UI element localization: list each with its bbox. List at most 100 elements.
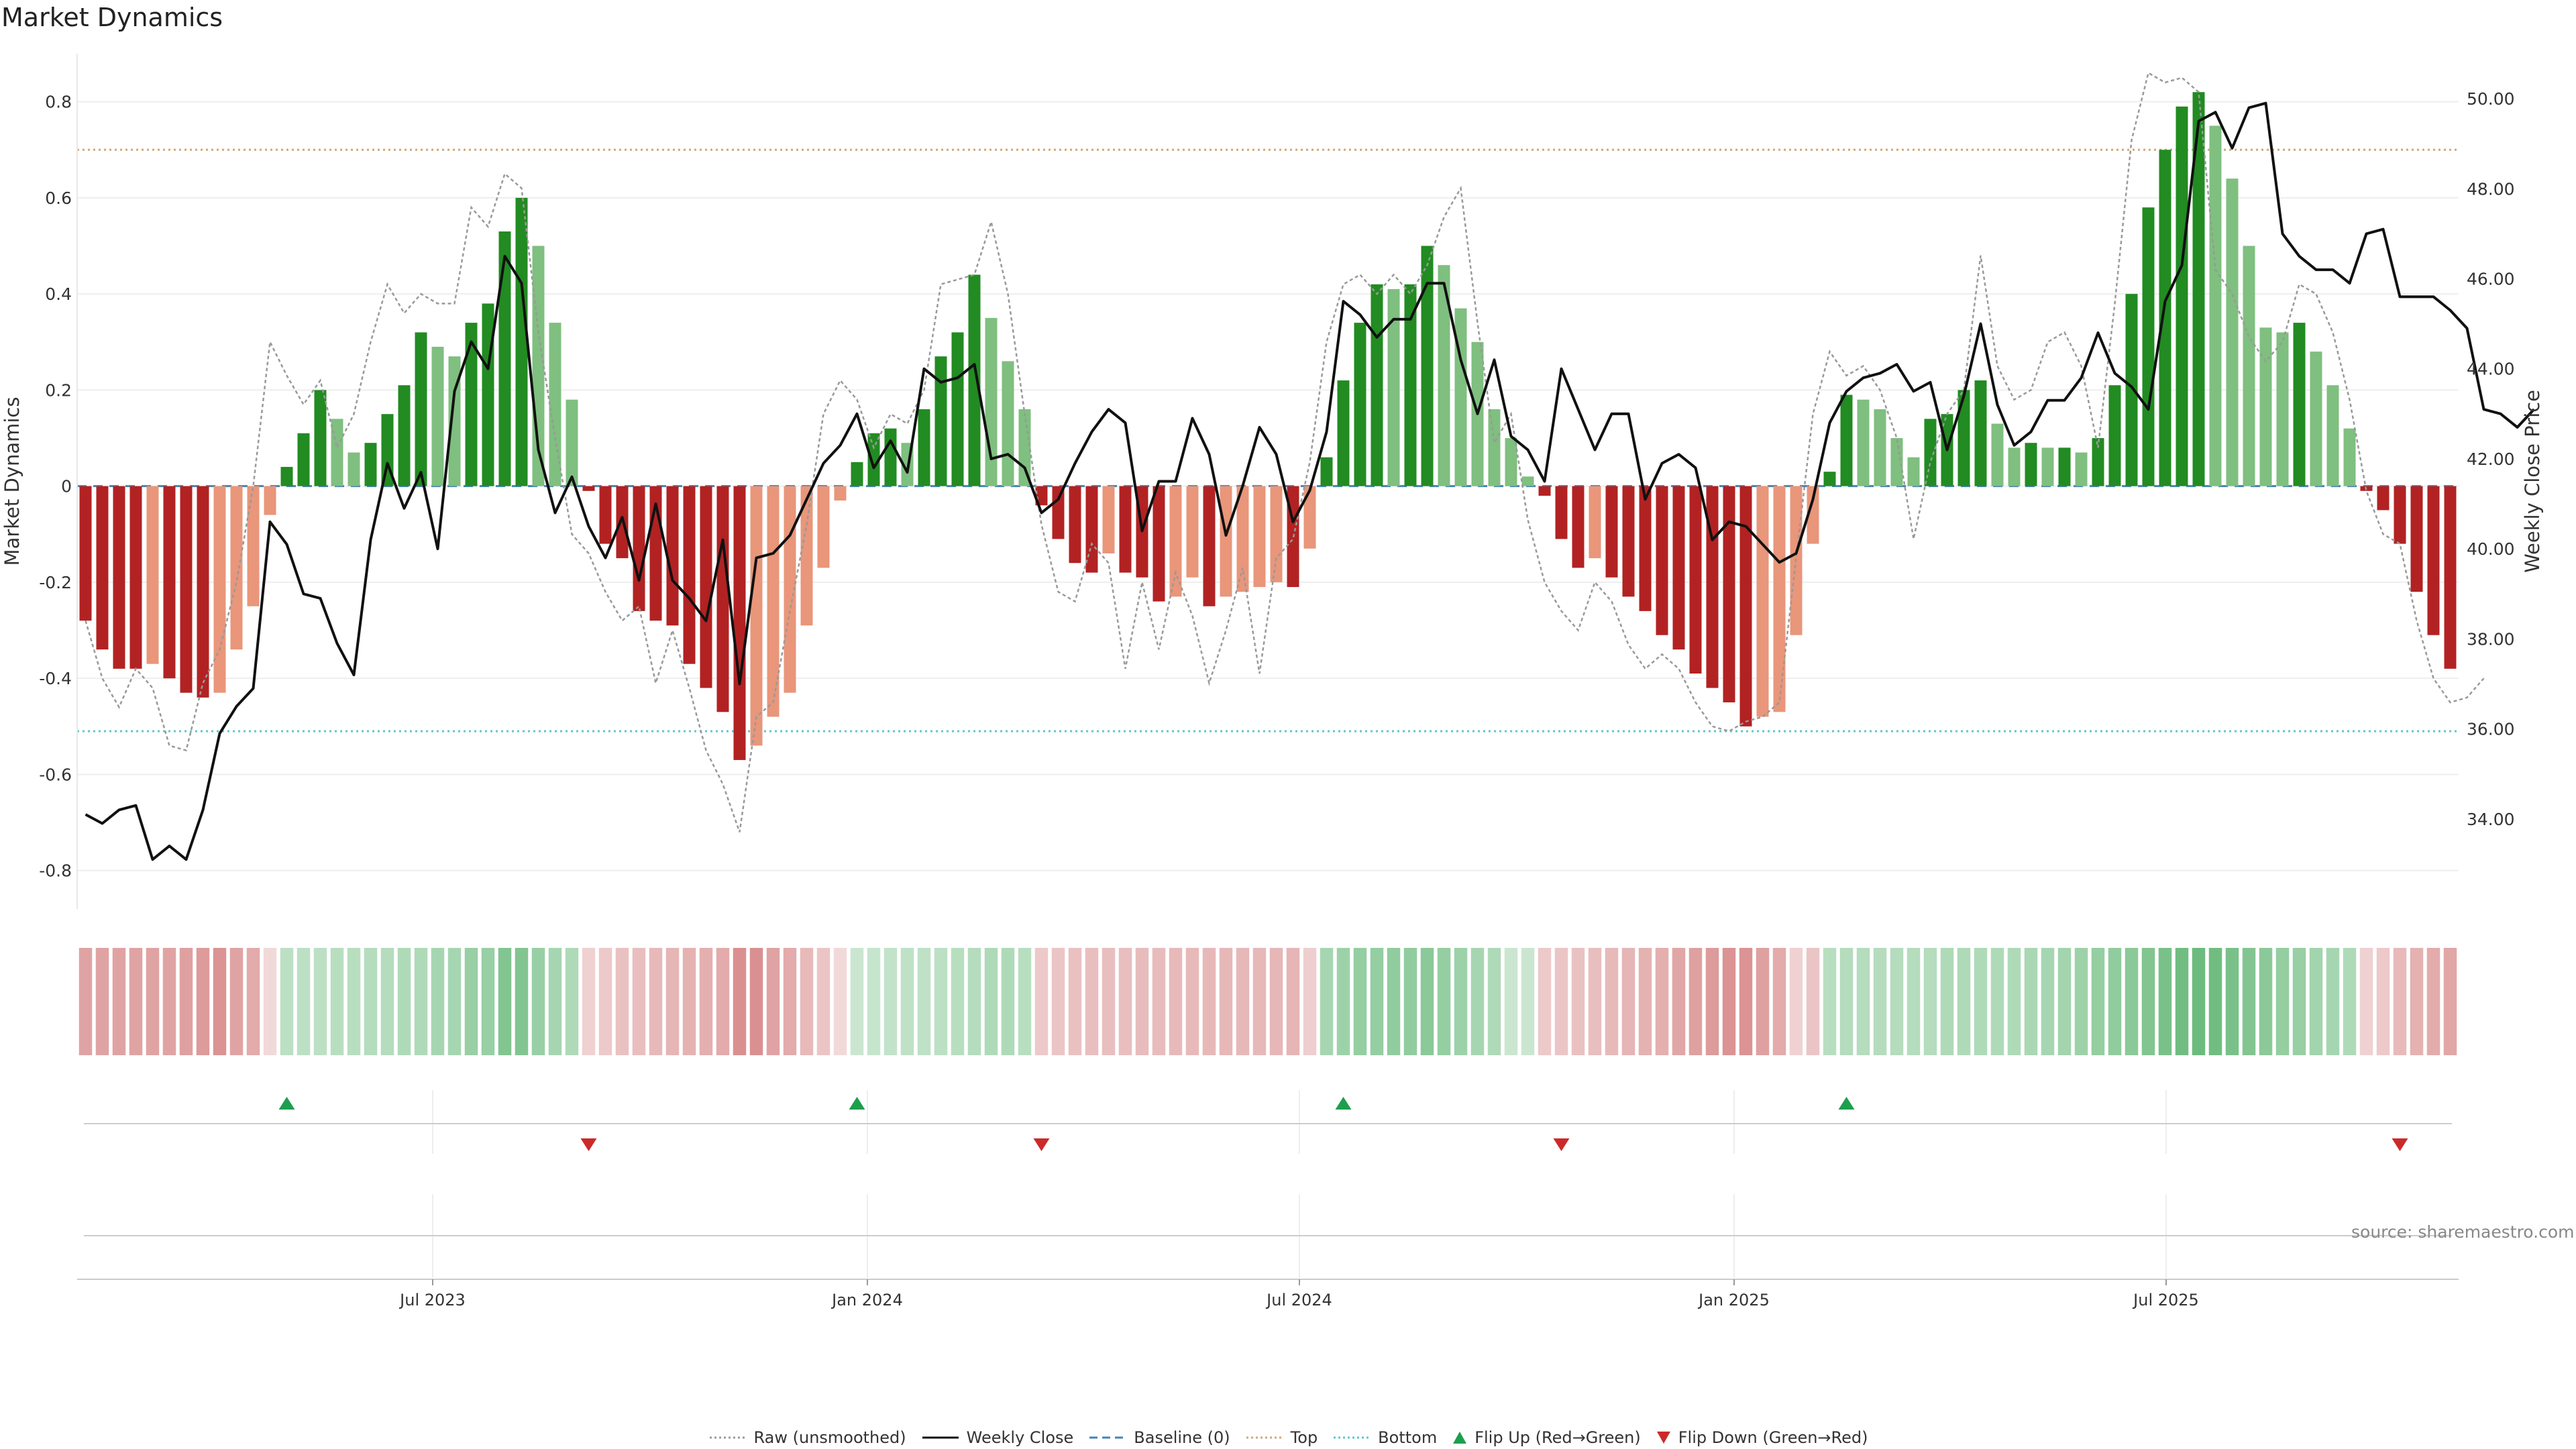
dynamics-bar	[1438, 265, 1450, 486]
dynamics-bar	[1371, 284, 1383, 486]
source-label: source: sharemaestro.com	[2351, 1222, 2575, 1242]
strip-cell	[1387, 948, 1401, 1055]
dynamics-bar	[2326, 385, 2339, 486]
dynamics-bar	[800, 486, 813, 626]
dynamics-bar	[314, 390, 327, 486]
dynamics-bar	[1890, 438, 1903, 486]
raw-line	[85, 71, 2485, 833]
strip-cell	[2376, 948, 2390, 1055]
strip-cell	[565, 948, 579, 1055]
dynamics-bar	[2025, 443, 2037, 486]
strip-cell	[615, 948, 629, 1055]
strip-cell	[1353, 948, 1367, 1055]
strip-cell	[766, 948, 780, 1055]
strip-cell	[1688, 948, 1703, 1055]
strip-cell	[1068, 948, 1082, 1055]
strip-cell	[900, 948, 914, 1055]
strip-cell	[498, 948, 512, 1055]
legend-item: Bottom	[1332, 1428, 1437, 1447]
dynamics-bar	[431, 346, 444, 486]
flip-up-marker	[1838, 1097, 1855, 1110]
flip-down-marker	[2392, 1138, 2408, 1151]
strip-cell	[598, 948, 612, 1055]
strip-cell	[783, 948, 797, 1055]
strip-cell	[2326, 948, 2340, 1055]
dynamics-bar	[2394, 486, 2406, 544]
dynamics-bar	[884, 428, 897, 486]
dynamics-bar	[633, 486, 645, 611]
dynamics-bar	[2427, 486, 2440, 635]
strip-cell	[1470, 948, 1485, 1055]
dynamics-bar	[146, 486, 159, 664]
strip-cell	[397, 948, 411, 1055]
strip-cell	[2091, 948, 2105, 1055]
strip-cell	[1823, 948, 1837, 1055]
dynamics-bar	[733, 486, 746, 760]
dynamics-bar	[2159, 150, 2171, 486]
dynamics-bar	[750, 486, 763, 746]
legend-item: Top	[1245, 1428, 1318, 1447]
legend-item: Weekly Close	[921, 1428, 1073, 1447]
strip-cell	[146, 948, 160, 1055]
strip-cell	[1772, 948, 1786, 1055]
dynamics-bar	[1991, 423, 2004, 486]
strip-cell	[1521, 948, 1535, 1055]
dynamics-bar	[1018, 409, 1031, 486]
strip-cell	[2309, 948, 2323, 1055]
strip-cell	[867, 948, 881, 1055]
dynamics-bar	[163, 486, 176, 679]
strip-cell	[951, 948, 965, 1055]
strip-cell	[833, 948, 847, 1055]
strip-cell	[1538, 948, 1552, 1055]
strip-cell	[2443, 948, 2457, 1055]
strip-cell	[481, 948, 495, 1055]
strip-cell	[1554, 948, 1568, 1055]
dynamics-bar	[2108, 385, 2121, 486]
strip-cell	[1638, 948, 1652, 1055]
strip-cell	[464, 948, 478, 1055]
raw-series	[85, 71, 2485, 833]
dynamics-bar	[566, 399, 578, 486]
dynamics-bar	[2008, 447, 2021, 486]
strip-cell	[1974, 948, 1988, 1055]
strip-cell	[749, 948, 763, 1055]
dynamics-bar	[1102, 486, 1115, 553]
dynamics-bar	[2041, 447, 2054, 486]
regime-strip	[78, 948, 2457, 1055]
dynamics-bar	[2092, 438, 2104, 486]
strip-cell	[78, 948, 93, 1055]
x-axis: Jul 2023 Jan 2024 Jul 2024 Jan 2025 Jul 2025	[77, 1279, 2459, 1309]
dynamics-bar	[96, 486, 109, 650]
empty-panel	[84, 1194, 2452, 1278]
dynamics-bar	[1169, 486, 1182, 597]
strip-cell	[431, 948, 445, 1055]
dynamics-bar	[2293, 323, 2306, 486]
strip-cell	[297, 948, 311, 1055]
dynamics-bar	[1723, 486, 1735, 702]
dynamics-bar	[716, 486, 729, 712]
dynamics-bar	[79, 486, 92, 621]
strip-cell	[1152, 948, 1166, 1055]
dynamics-bar	[1337, 380, 1350, 486]
strip-cell	[1403, 948, 1417, 1055]
dynamics-bar	[1672, 486, 1685, 650]
y-tick-label: -0.4	[39, 669, 72, 688]
strip-cell	[2007, 948, 2021, 1055]
flip-markers-panel	[84, 1090, 2452, 1154]
strip-cell	[1269, 948, 1283, 1055]
dynamics-bar	[1002, 361, 1014, 486]
dynamics-bar	[683, 486, 696, 664]
legend-item: Raw (unsmoothed)	[708, 1428, 906, 1447]
dynamics-bar	[1152, 486, 1165, 602]
y2-tick-label: 42.00	[2467, 449, 2515, 469]
dynamics-bar	[2343, 428, 2356, 486]
dynamics-bar	[482, 303, 494, 486]
dynamics-bar	[1840, 394, 1853, 486]
strip-cell	[2393, 948, 2407, 1055]
dynamics-bar	[1421, 246, 1434, 486]
dynamics-bar	[1035, 486, 1048, 506]
strip-cell	[1370, 948, 1384, 1055]
dynamics-bar	[1605, 486, 1618, 578]
legend-label: Raw (unsmoothed)	[753, 1428, 906, 1447]
dynamics-bar	[1656, 486, 1668, 635]
